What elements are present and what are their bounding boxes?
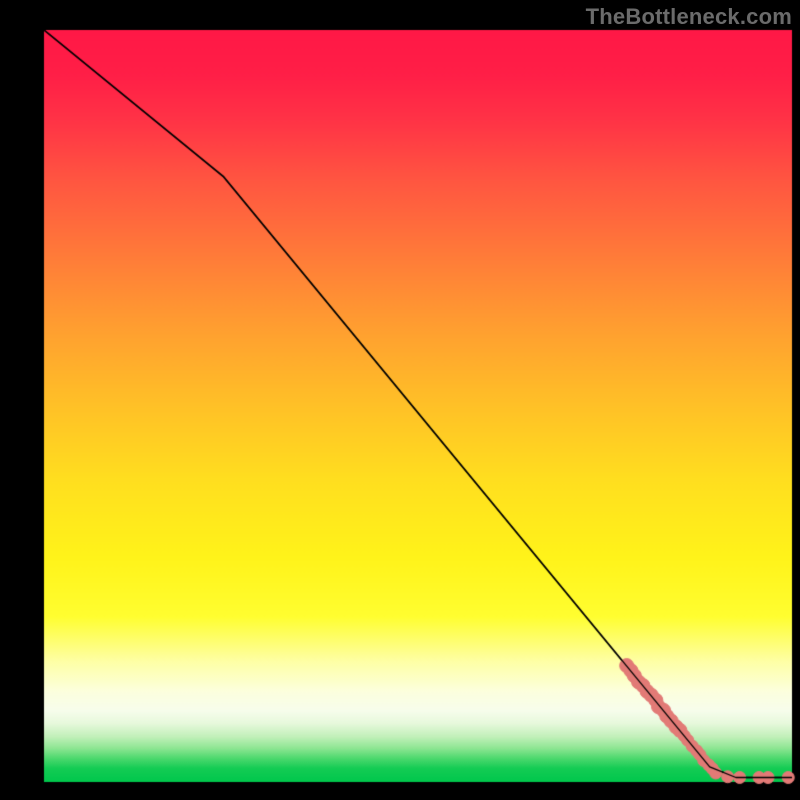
- chart-canvas: [0, 0, 800, 800]
- figure-root: TheBottleneck.com: [0, 0, 800, 800]
